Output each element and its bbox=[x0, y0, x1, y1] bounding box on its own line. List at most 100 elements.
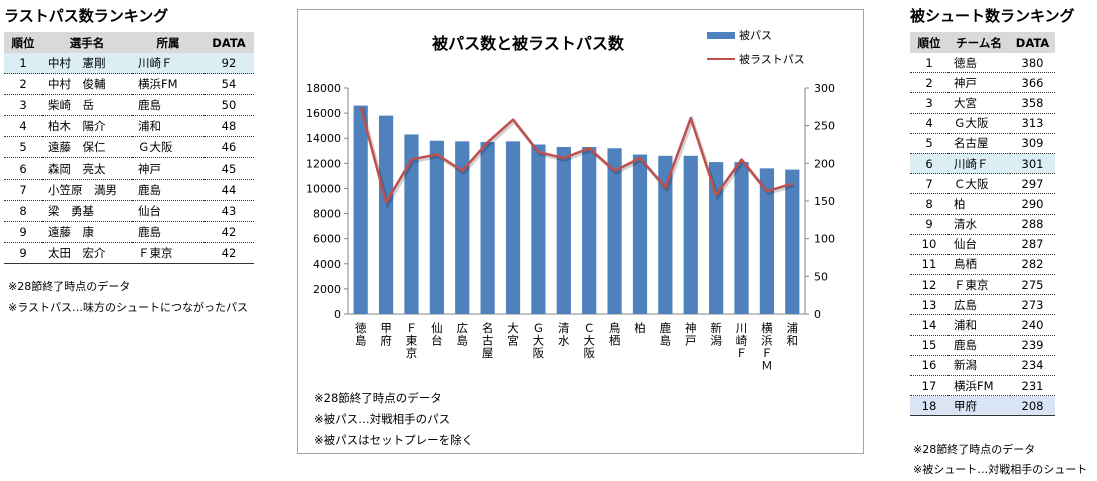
table-row: 3 柴崎 岳鹿島 50 bbox=[4, 94, 254, 117]
rank-cell: 1 bbox=[4, 53, 42, 75]
team-cell: 鹿島 bbox=[132, 221, 204, 243]
team-cell: 川崎Ｆ bbox=[948, 153, 1010, 175]
bar bbox=[404, 134, 419, 314]
team-cell: 甲府 bbox=[948, 395, 1010, 417]
chart-title: 被パス数と被ラストパス数 bbox=[432, 34, 625, 53]
player-cell: 太田 宏介 bbox=[42, 242, 132, 264]
data-cell: 44 bbox=[204, 179, 254, 201]
team-cell: 柏 bbox=[948, 193, 1010, 215]
x-tick-label: 横浜ＦＭ bbox=[761, 321, 773, 373]
data-cell: 366 bbox=[1010, 72, 1055, 94]
data-cell: 48 bbox=[204, 115, 254, 138]
table-row: 15 鹿島 239 bbox=[910, 335, 1055, 356]
header-team: チーム名 bbox=[948, 32, 1010, 53]
data-cell: 234 bbox=[1010, 355, 1055, 377]
table-row: 12 Ｆ東京 275 bbox=[910, 274, 1055, 296]
table-row: 14 浦和 240 bbox=[910, 314, 1055, 336]
data-cell: 297 bbox=[1010, 173, 1055, 195]
rank-cell: 9 bbox=[4, 221, 42, 243]
x-tick-label: 清水 bbox=[558, 321, 570, 348]
x-tick-label: 徳島 bbox=[355, 321, 367, 348]
bar bbox=[505, 141, 521, 314]
header-rank: 順位 bbox=[4, 32, 42, 53]
rank-cell: 8 bbox=[4, 200, 42, 222]
table-row: 9 太田 宏介 Ｆ東京 42 bbox=[4, 242, 254, 264]
rank-cell: 7 bbox=[4, 179, 42, 201]
team-cell: 鹿島 bbox=[948, 335, 1010, 356]
y-left-tick-label: 8000 bbox=[313, 208, 341, 221]
data-cell: 239 bbox=[1010, 335, 1055, 356]
rank-cell: 8 bbox=[910, 193, 948, 215]
bar bbox=[607, 148, 622, 314]
header-team: 所属 bbox=[132, 32, 204, 53]
team-cell: 徳島 bbox=[948, 53, 1010, 74]
y-right-tick-label: 50 bbox=[814, 270, 828, 283]
table-row: 4 Ｇ大阪 313 bbox=[910, 113, 1055, 134]
team-cell: 浦和 bbox=[132, 115, 204, 138]
rank-cell: 2 bbox=[910, 72, 948, 94]
rank-cell: 11 bbox=[910, 254, 948, 276]
table-row: 9 遠藤 康鹿島 42 bbox=[4, 221, 254, 243]
table-row: 13 広島 273 bbox=[910, 294, 1055, 316]
last-pass-ranking-table: 順位 選手名 所属 DATA 1 中村 憲剛 川崎Ｆ 92 2 中村 俊輔 横浜FM 54 3 柴… bbox=[4, 32, 254, 264]
data-cell: 231 bbox=[1010, 375, 1055, 397]
team-cell: Ｇ大阪 bbox=[132, 136, 204, 159]
table-row: 2 神戸 366 bbox=[910, 72, 1055, 94]
bar bbox=[556, 147, 571, 314]
rank-cell: 15 bbox=[910, 335, 948, 356]
team-cell: 神戸 bbox=[948, 72, 1010, 94]
shots-note-2: ※被シュート…対戦相手のシュート bbox=[913, 463, 1088, 476]
y-right-tick-label: 200 bbox=[814, 157, 835, 170]
table-header-row: 順位 選手名 所属 DATA bbox=[4, 32, 254, 53]
table-row: 10 仙台 287 bbox=[910, 234, 1055, 255]
team-cell: 仙台 bbox=[132, 200, 204, 222]
team-cell: Ｆ東京 bbox=[132, 242, 204, 264]
table-row: 11 鳥栖 282 bbox=[910, 254, 1055, 276]
table-row: 7 小笠原 満男 鹿島 44 bbox=[4, 179, 254, 201]
rank-cell: 2 bbox=[4, 73, 42, 96]
chart-note-3: ※被パスはセットプレーを除く bbox=[314, 433, 474, 447]
shots-against-ranking-title: 被シュート数ランキング bbox=[910, 7, 1075, 25]
team-cell: 名古屋 bbox=[948, 133, 1010, 154]
table-row: 3 大宮 358 bbox=[910, 92, 1055, 114]
y-left-tick-label: 14000 bbox=[306, 132, 341, 145]
x-tick-label: Ｃ大阪 bbox=[583, 321, 595, 360]
bar bbox=[531, 144, 546, 314]
data-cell: 380 bbox=[1010, 53, 1055, 74]
header-player: 選手名 bbox=[42, 32, 132, 53]
rank-cell: 13 bbox=[910, 294, 948, 316]
table-row: 6 森岡 亮太 神戸 45 bbox=[4, 157, 254, 180]
player-cell: 中村 憲剛 bbox=[42, 53, 132, 75]
legend-line-label: 被ラストパス bbox=[739, 53, 805, 66]
x-tick-label: 鳥栖 bbox=[609, 321, 621, 348]
team-cell: Ｆ東京 bbox=[948, 274, 1010, 296]
table-row: 16 新潟 234 bbox=[910, 355, 1055, 377]
team-cell: 仙台 bbox=[948, 234, 1010, 255]
bar bbox=[455, 141, 470, 314]
player-cell: 遠藤 保仁 bbox=[42, 136, 132, 159]
bar bbox=[632, 154, 648, 314]
bar bbox=[353, 105, 368, 314]
team-cell: 浦和 bbox=[948, 314, 1010, 336]
y-left-tick-label: 6000 bbox=[313, 233, 341, 246]
player-cell: 柏木 陽介 bbox=[42, 115, 132, 138]
rank-cell: 7 bbox=[910, 173, 948, 195]
y-right-tick-label: 0 bbox=[814, 308, 821, 321]
data-cell: 92 bbox=[204, 53, 254, 75]
y-right-tick-label: 250 bbox=[814, 120, 835, 133]
data-cell: 275 bbox=[1010, 274, 1055, 296]
x-tick-label: 浦和 bbox=[787, 321, 799, 348]
bar bbox=[759, 168, 775, 314]
data-cell: 42 bbox=[204, 221, 254, 243]
data-cell: 301 bbox=[1010, 153, 1055, 175]
table-row: 4 柏木 陽介 浦和 48 bbox=[4, 115, 254, 138]
rank-cell: 3 bbox=[4, 94, 42, 117]
data-cell: 46 bbox=[204, 136, 254, 159]
team-cell: 横浜FM bbox=[948, 375, 1010, 397]
data-cell: 309 bbox=[1010, 133, 1055, 154]
shots-against-ranking-table: 順位 チーム名 DATA 1 徳島 380 2 神戸 366 3 大宮 358 4 Ｇ大阪 313 5 名… bbox=[910, 32, 1055, 417]
header-data: DATA bbox=[1010, 32, 1055, 53]
table-row: 5 遠藤 保仁 Ｇ大阪 46 bbox=[4, 136, 254, 159]
table-row: 1 徳島 380 bbox=[910, 53, 1055, 74]
